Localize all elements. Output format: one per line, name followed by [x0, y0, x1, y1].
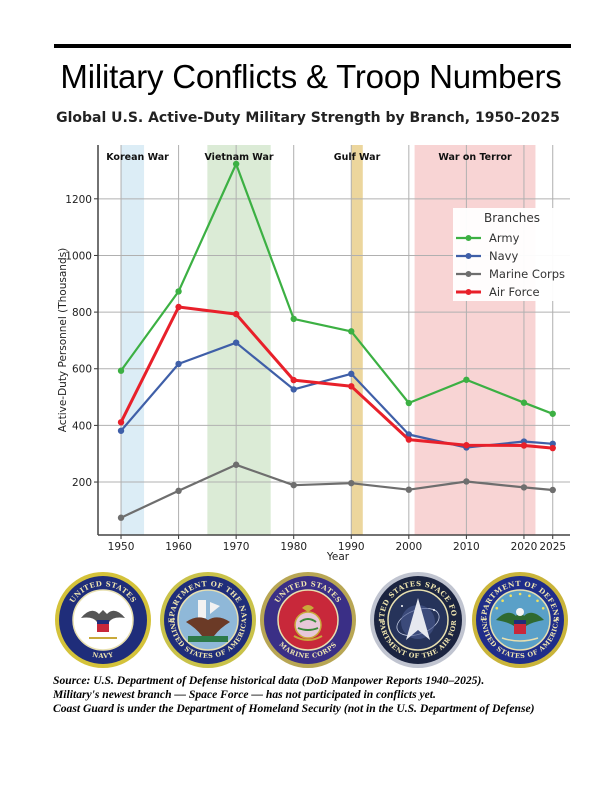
data-point-navy	[117, 427, 125, 434]
legend-marker	[465, 271, 472, 277]
series-lines	[117, 160, 556, 521]
conflict-band	[121, 145, 145, 535]
data-point-air-force	[232, 310, 240, 318]
data-point-air-force	[549, 444, 556, 452]
seal-emblem-icon	[495, 592, 545, 642]
seal-department-of-the-navy: DEPARTMENT OF THE NAVYUNITED STATES OF A…	[158, 570, 256, 668]
x-tick-label: 1960	[165, 541, 192, 553]
x-tick-label: 2010	[453, 541, 480, 553]
x-tick-label: 1980	[280, 541, 307, 553]
data-point-army	[232, 160, 240, 168]
data-point-marine-corps	[232, 461, 240, 468]
seal-united-states-space-force: UNITED STATES SPACE FORCEDEPARTMENT OF T…	[368, 570, 466, 668]
data-point-marine-corps	[348, 479, 355, 487]
data-point-marine-corps	[290, 481, 297, 489]
x-tick-label: 2020	[511, 541, 538, 553]
legend-entry: Army	[489, 231, 520, 245]
data-point-marine-corps	[117, 514, 125, 521]
conflict-band	[207, 145, 271, 535]
x-tick-label: 1970	[223, 541, 250, 553]
data-point-army	[117, 367, 125, 374]
conflict-band	[414, 145, 536, 535]
data-point-air-force	[117, 419, 125, 426]
seal-emblem-icon	[81, 610, 125, 639]
data-point-navy	[348, 370, 355, 378]
data-point-marine-corps	[175, 487, 182, 495]
x-tick-label: 2000	[395, 541, 422, 553]
data-point-marine-corps	[549, 486, 556, 494]
conflict-label: Korean War	[106, 152, 169, 163]
y-tick-label: 400	[72, 420, 92, 432]
page-title: Military Conflicts & Troop Numbers	[60, 58, 562, 95]
data-point-air-force	[290, 376, 297, 384]
data-point-army	[348, 328, 355, 335]
conflict-label: Vietnam War	[205, 152, 274, 163]
footnotes: Source: U.S. Department of Defense histo…	[53, 674, 534, 716]
conflict-labels: Korean War Vietnam War Gulf War War on Terr…	[106, 152, 512, 163]
chart-subtitle: Global U.S. Active-Duty Military Strengt…	[56, 110, 560, 126]
data-point-air-force	[175, 303, 182, 311]
legend-marker	[465, 235, 472, 241]
seal-emblem-icon	[293, 605, 323, 641]
data-point-air-force	[348, 383, 355, 390]
legend-marker	[465, 253, 472, 259]
data-point-air-force	[463, 442, 470, 449]
seal-emblem-icon	[396, 598, 440, 640]
seal-bottom-text: NAVY	[92, 651, 114, 661]
footnote-space-force: Military's newest branch — Space Force —…	[53, 688, 436, 701]
data-point-navy	[405, 431, 413, 438]
conflict-label: Gulf War	[334, 152, 381, 163]
footnote-coast-guard: Coast Guard is under the Department of H…	[53, 702, 535, 715]
y-axis-label: Active-Duty Personnel (Thousands)	[57, 248, 69, 432]
x-tick-label: 1990	[338, 541, 365, 553]
x-tick-label: 2025	[539, 541, 566, 553]
data-point-army	[405, 399, 413, 407]
x-axis-label: Year	[326, 551, 350, 563]
data-point-army	[520, 399, 528, 406]
footnote-source: Source: U.S. Department of Defense histo…	[53, 674, 485, 687]
y-tick-label: 200	[72, 477, 92, 489]
data-point-navy	[232, 339, 240, 346]
y-tick-label: 600	[72, 364, 92, 376]
data-point-marine-corps	[463, 478, 470, 485]
conflict-bands	[121, 145, 536, 535]
data-point-marine-corps	[405, 486, 413, 493]
legend-entry: Navy	[489, 249, 518, 263]
data-point-air-force	[520, 442, 528, 449]
seal-department-of-defense: DEPARTMENT OF DEFENSEUNITED STATES OF AM…	[470, 570, 568, 668]
y-tick-label: 1000	[65, 250, 92, 262]
data-point-army	[175, 288, 182, 295]
axes: 1950 1960 1970 1980 1990 2000 2010 2020 2025 200 4…	[65, 145, 570, 553]
data-point-air-force	[405, 436, 413, 443]
data-point-navy	[175, 360, 182, 368]
line-chart: 1950 1960 1970 1980 1990 2000 2010 2020 2025 200 4…	[57, 145, 573, 563]
data-point-army	[463, 376, 470, 383]
x-tick-label: 1950	[108, 541, 135, 553]
branch-seals: UNITED STATESNAVYDEPARTMENT OF THE NAVYU…	[50, 570, 580, 670]
top-rule	[54, 44, 571, 48]
y-tick-label: 1200	[65, 194, 92, 206]
svg-text:NAVY: NAVY	[92, 651, 115, 661]
data-point-marine-corps	[520, 484, 528, 491]
seal-emblem-icon	[186, 600, 230, 642]
legend-entry: Marine Corps	[489, 267, 565, 281]
legend-entry: Air Force	[489, 285, 540, 299]
legend: Branches Army Navy Marine Corps Air Force	[453, 208, 573, 301]
legend-marker	[465, 289, 472, 295]
data-point-army	[549, 410, 556, 417]
data-point-navy	[290, 386, 297, 393]
legend-title: Branches	[484, 211, 540, 225]
conflict-label: War on Terror	[438, 152, 512, 163]
legend-box	[453, 208, 573, 301]
data-point-army	[290, 315, 297, 323]
y-tick-label: 800	[72, 307, 92, 319]
